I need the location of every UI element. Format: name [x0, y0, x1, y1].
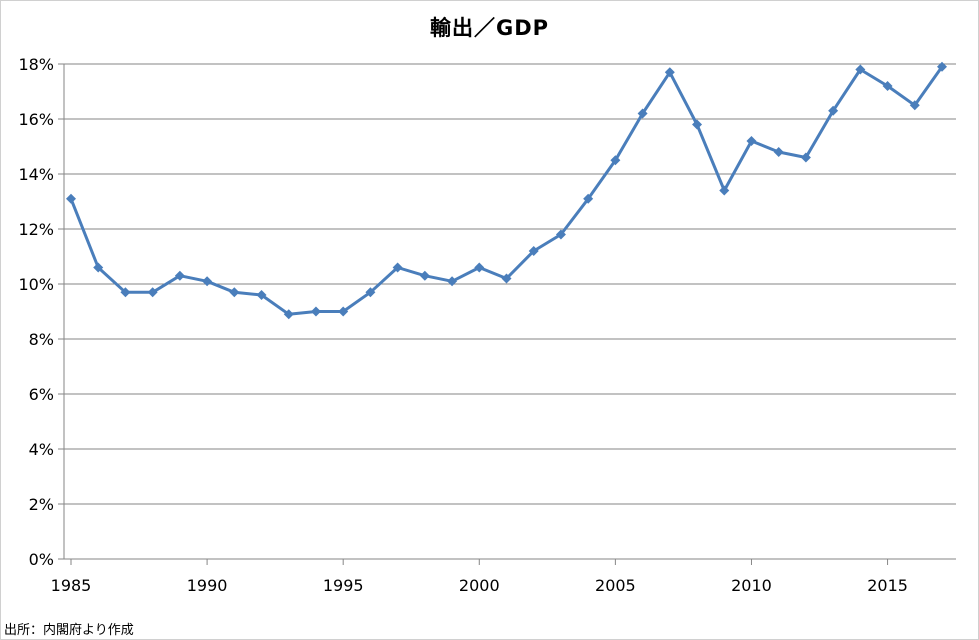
x-tick-label: 1985 [51, 576, 92, 595]
data-point-2005 [610, 155, 621, 166]
data-point-2006 [637, 108, 648, 119]
data-point-1998 [419, 270, 430, 281]
data-point-2001 [501, 273, 512, 284]
y-tick-label: 6% [29, 385, 54, 404]
data-point-2017 [937, 61, 947, 72]
x-tick-label: 1990 [187, 576, 228, 595]
data-point-2004 [583, 193, 594, 204]
data-point-1987 [120, 287, 131, 298]
chart-title: 輸出／GDP [429, 16, 550, 40]
source-note: 出所：内閣府より作成 [4, 623, 134, 638]
data-point-2015 [882, 81, 893, 91]
y-tick-label: 2% [29, 495, 54, 514]
y-tick-label: 0% [29, 550, 54, 569]
data-point-2013 [828, 105, 839, 116]
y-tick-label: 18% [18, 55, 54, 74]
y-tick-label: 4% [29, 440, 54, 459]
x-tick-labels: 1985 1990 1995 2000 2005 2010 2015 [51, 576, 908, 595]
data-point-2003 [555, 229, 566, 240]
data-point-2011 [773, 147, 784, 157]
data-point-2012 [800, 152, 811, 163]
x-tick-label: 2010 [731, 576, 772, 595]
data-point-2008 [692, 119, 703, 130]
data-point-1990 [202, 276, 213, 287]
data-point-1988 [147, 287, 158, 298]
data-point-2009 [719, 185, 730, 196]
data-point-2014 [855, 64, 866, 75]
data-point-2002 [528, 246, 539, 256]
data-point-1992 [256, 290, 267, 300]
data-point-2016 [909, 100, 920, 111]
data-point-1991 [229, 287, 240, 298]
y-tick-label: 16% [18, 110, 54, 129]
data-point-1985 [66, 193, 76, 204]
data-point-2007 [664, 67, 675, 78]
y-tick-label: 10% [18, 275, 54, 294]
y-tick-labels: 0% 2% 4% 6% 8% 10% 12% 14% 16% 18% [18, 55, 54, 569]
data-point-1995 [338, 306, 349, 317]
y-tick-label: 14% [18, 165, 54, 184]
x-tick-label: 2015 [867, 576, 908, 595]
data-point-2010 [746, 136, 757, 146]
data-point-1986 [93, 262, 104, 273]
data-point-1999 [447, 276, 458, 287]
data-point-1989 [174, 270, 185, 281]
y-tick-label: 8% [29, 330, 54, 349]
data-point-1996 [365, 287, 376, 298]
data-point-1993 [283, 309, 294, 320]
x-tick-label: 1995 [323, 576, 364, 595]
data-point-2000 [474, 262, 485, 273]
data-point-1997 [392, 262, 403, 273]
x-tick-label: 2000 [459, 576, 500, 595]
data-point-1994 [310, 306, 321, 317]
y-tick-label: 12% [18, 220, 54, 239]
gridlines [64, 63, 956, 505]
axes [58, 63, 956, 565]
x-tick-label: 2005 [595, 576, 636, 595]
series [66, 61, 947, 320]
